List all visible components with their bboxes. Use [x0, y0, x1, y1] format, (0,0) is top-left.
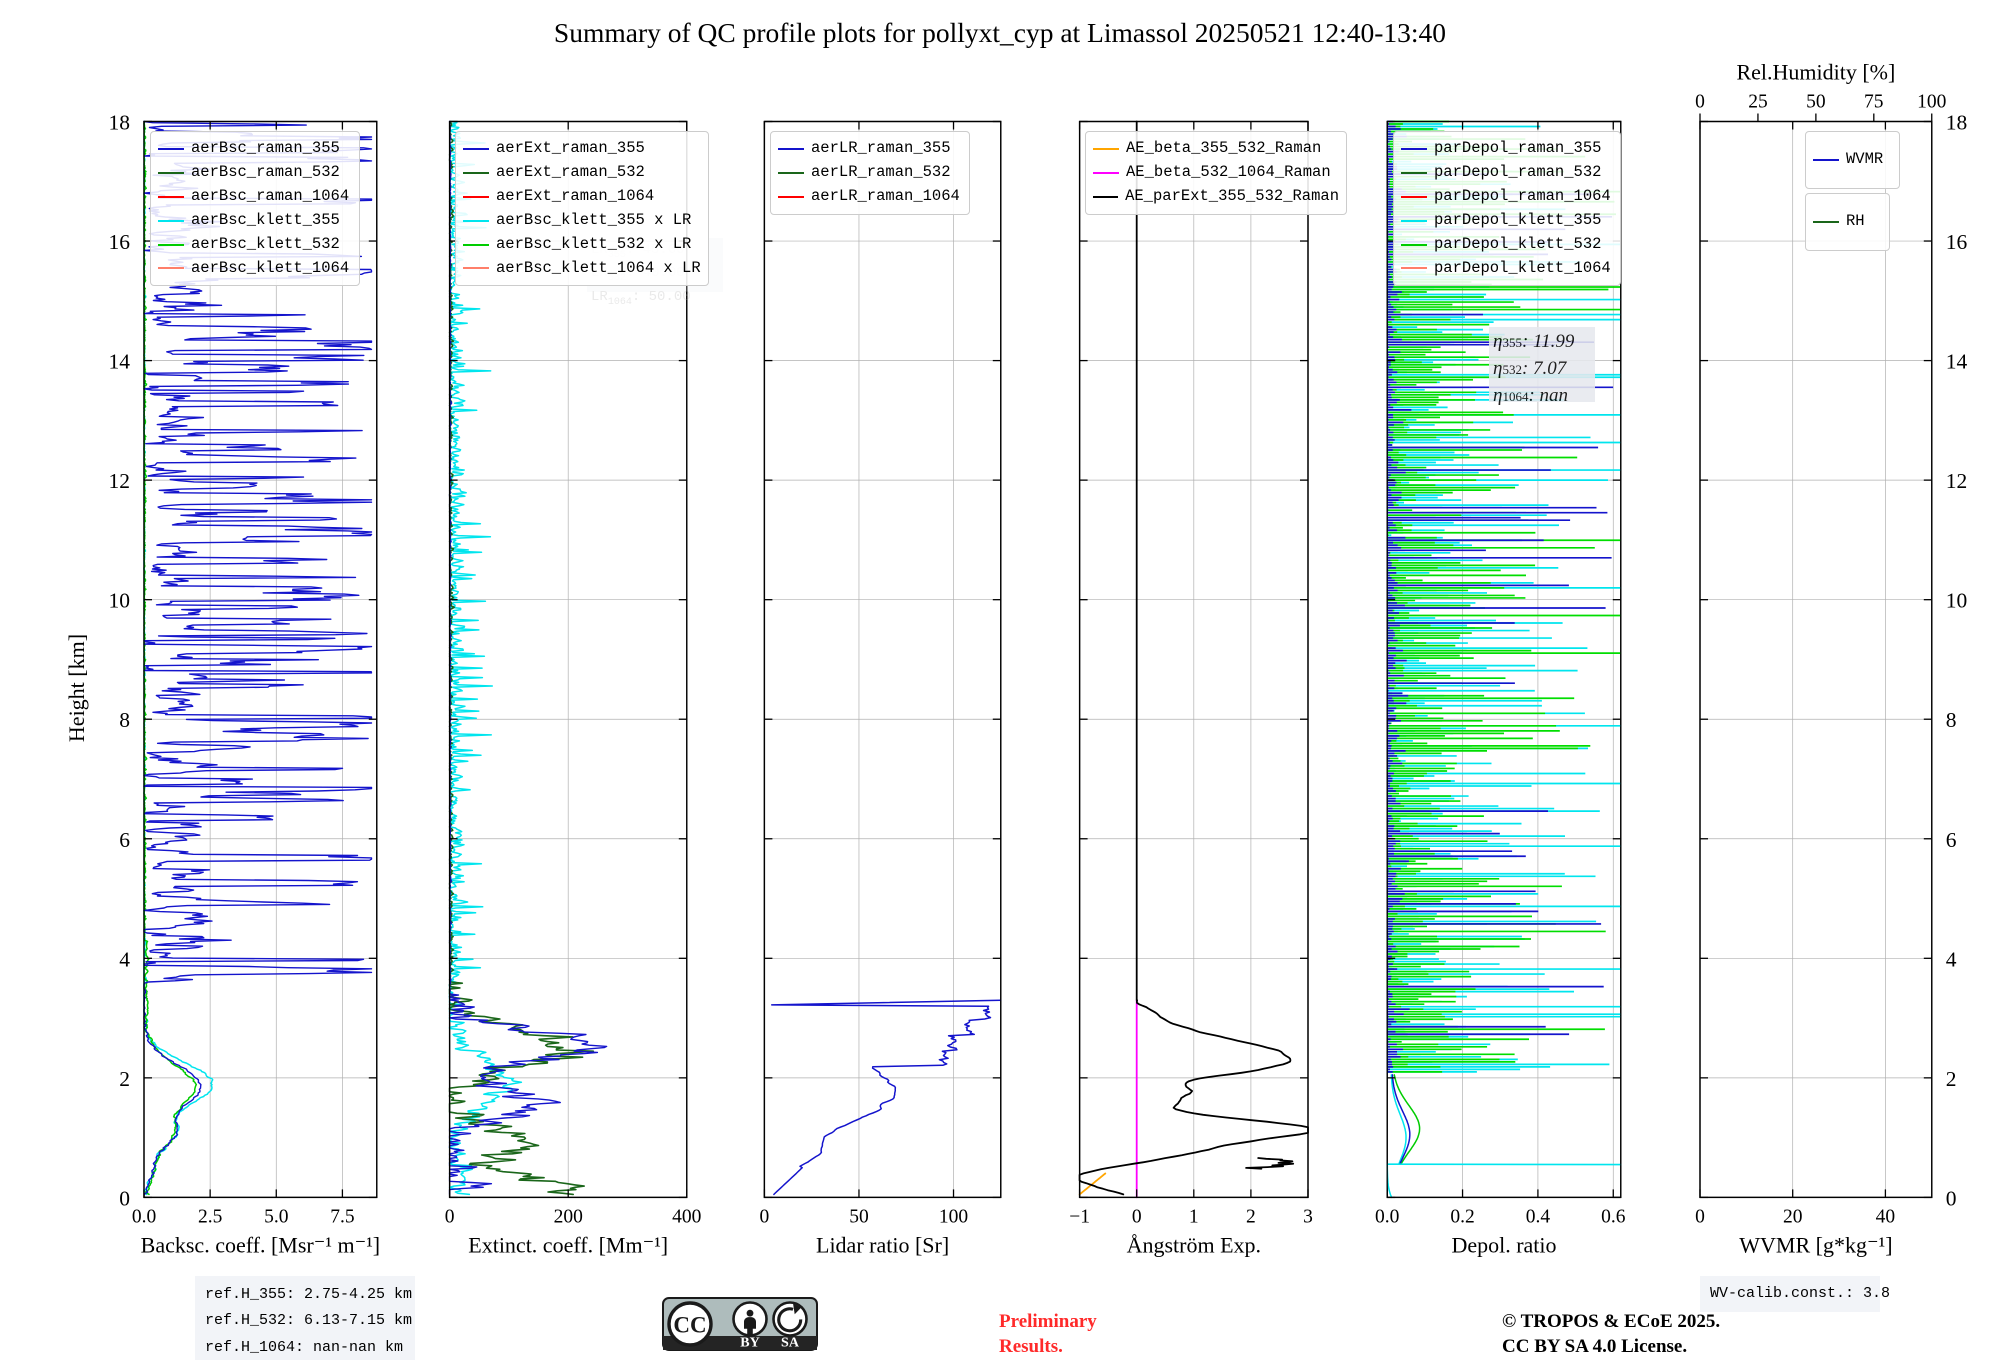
- svg-text:0.0: 0.0: [132, 1206, 156, 1227]
- svg-text:0.0: 0.0: [1375, 1206, 1399, 1227]
- svg-text:0: 0: [760, 1206, 770, 1227]
- svg-text:Extinct. coeff. [Mm⁻¹]: Extinct. coeff. [Mm⁻¹]: [468, 1232, 668, 1257]
- svg-text:10: 10: [1946, 589, 1968, 613]
- svg-text:0: 0: [1695, 1206, 1705, 1227]
- svg-text:WVMR [g*kg⁻¹]: WVMR [g*kg⁻¹]: [1739, 1232, 1892, 1257]
- svg-text:100: 100: [1917, 92, 1946, 113]
- svg-text:16: 16: [109, 230, 131, 254]
- svg-text:0: 0: [119, 1186, 130, 1210]
- svg-text:40: 40: [1876, 1206, 1896, 1227]
- svg-text:6: 6: [1946, 828, 1957, 852]
- svg-text:0: 0: [1946, 1186, 1957, 1210]
- svg-text:20: 20: [1783, 1206, 1803, 1227]
- svg-text:25: 25: [1748, 92, 1768, 113]
- svg-text:SA: SA: [781, 1336, 800, 1351]
- svg-text:2: 2: [1246, 1206, 1256, 1227]
- svg-text:16: 16: [1946, 230, 1968, 254]
- svg-text:100: 100: [939, 1206, 968, 1227]
- svg-text:1: 1: [1189, 1206, 1199, 1227]
- svg-text:Backsc. coeff. [Msr⁻¹ m⁻¹]: Backsc. coeff. [Msr⁻¹ m⁻¹]: [141, 1232, 380, 1257]
- svg-text:0: 0: [1132, 1206, 1142, 1227]
- svg-text:−1: −1: [1069, 1206, 1090, 1227]
- svg-text:Height [km]: Height [km]: [64, 634, 89, 742]
- svg-text:12: 12: [109, 469, 131, 493]
- svg-text:75: 75: [1864, 92, 1884, 113]
- svg-text:0.4: 0.4: [1526, 1206, 1551, 1227]
- svg-text:4: 4: [1946, 947, 1957, 971]
- svg-text:10: 10: [109, 589, 131, 613]
- svg-text:50: 50: [849, 1206, 869, 1227]
- svg-text:0: 0: [445, 1206, 455, 1227]
- svg-text:3: 3: [1303, 1206, 1313, 1227]
- svg-text:8: 8: [1946, 708, 1957, 732]
- svg-text:50: 50: [1806, 92, 1826, 113]
- svg-text:8: 8: [119, 708, 130, 732]
- svg-text:200: 200: [554, 1206, 583, 1227]
- svg-text:Lidar ratio [Sr]: Lidar ratio [Sr]: [816, 1232, 949, 1257]
- svg-text:0.6: 0.6: [1601, 1206, 1626, 1227]
- svg-text:5.0: 5.0: [264, 1206, 288, 1227]
- svg-text:0: 0: [1695, 92, 1705, 113]
- svg-text:14: 14: [109, 350, 131, 374]
- svg-text:2: 2: [1946, 1067, 1957, 1091]
- svg-text:CC: CC: [673, 1313, 706, 1338]
- svg-text:14: 14: [1946, 350, 1968, 374]
- svg-text:7.5: 7.5: [330, 1206, 354, 1227]
- svg-text:4: 4: [119, 947, 130, 971]
- svg-text:12: 12: [1946, 469, 1968, 493]
- svg-text:Ångström Exp.: Ångström Exp.: [1127, 1232, 1261, 1257]
- svg-text:0.2: 0.2: [1450, 1206, 1474, 1227]
- svg-text:2: 2: [119, 1067, 130, 1091]
- svg-text:BY: BY: [740, 1336, 759, 1351]
- svg-text:6: 6: [119, 828, 130, 852]
- svg-text:Rel.Humidity [%]: Rel.Humidity [%]: [1736, 60, 1895, 85]
- svg-text:2.5: 2.5: [198, 1206, 222, 1227]
- svg-text:18: 18: [109, 111, 131, 135]
- svg-text:400: 400: [672, 1206, 701, 1227]
- svg-text:Depol. ratio: Depol. ratio: [1451, 1232, 1556, 1257]
- svg-text:18: 18: [1946, 111, 1968, 135]
